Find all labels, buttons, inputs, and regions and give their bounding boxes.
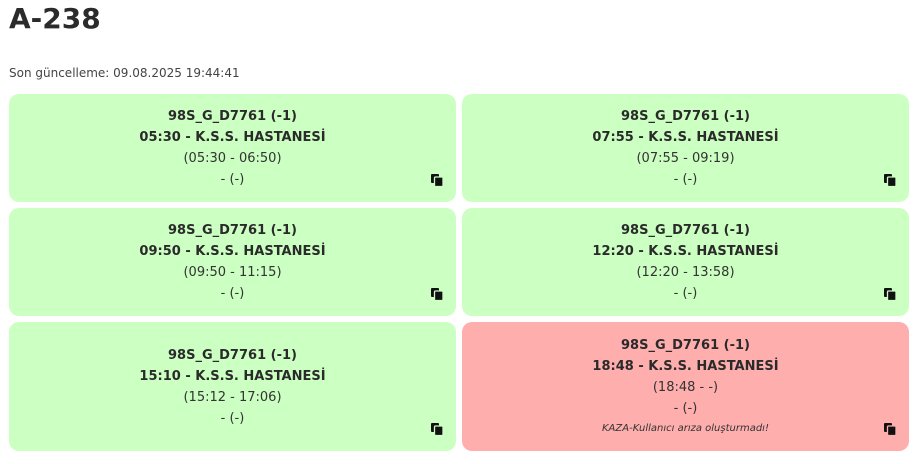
incident-note: KAZA-Kullanıcı arıza oluşturmadı! [602,422,769,434]
trip-extra: - (-) [220,410,245,426]
time-range: (18:48 - -) [652,379,719,395]
trip-extra: - (-) [673,286,698,301]
page-title: A-238 [9,2,101,35]
time-range: (07:55 - 09:19) [636,151,735,166]
last-updated: Son güncelleme: 09.08.2025 19:44:41 [9,66,240,80]
departure-stop: 07:55 - K.S.S. HASTANESİ [592,130,779,145]
trip-card: 98S_G_D7761 (-1) 09:50 - K.S.S. HASTANES… [9,208,456,316]
time-range: (15:12 - 17:06) [183,389,282,405]
trip-card-alert: 98S_G_D7761 (-1) 18:48 - K.S.S. HASTANES… [462,322,909,451]
copy-icon[interactable] [430,172,444,188]
copy-icon[interactable] [883,172,897,188]
trip-extra: - (-) [673,400,698,416]
route-code: 98S_G_D7761 (-1) [621,223,750,238]
departure-stop: 12:20 - K.S.S. HASTANESİ [592,244,779,259]
route-code: 98S_G_D7761 (-1) [168,223,297,238]
trip-card: 98S_G_D7761 (-1) 15:10 - K.S.S. HASTANES… [9,322,456,451]
copy-icon[interactable] [430,421,444,437]
departure-stop: 09:50 - K.S.S. HASTANESİ [139,244,326,259]
route-code: 98S_G_D7761 (-1) [168,109,297,124]
copy-icon[interactable] [883,286,897,302]
departure-stop: 15:10 - K.S.S. HASTANESİ [139,368,326,384]
copy-icon[interactable] [430,286,444,302]
time-range: (09:50 - 11:15) [183,265,282,280]
trip-card: 98S_G_D7761 (-1) 05:30 - K.S.S. HASTANES… [9,94,456,202]
trip-card: 98S_G_D7761 (-1) 12:20 - K.S.S. HASTANES… [462,208,909,316]
trip-extra: - (-) [220,286,245,301]
trip-card: 98S_G_D7761 (-1) 07:55 - K.S.S. HASTANES… [462,94,909,202]
departure-stop: 18:48 - K.S.S. HASTANESİ [592,358,779,374]
route-code: 98S_G_D7761 (-1) [621,337,750,353]
route-code: 98S_G_D7761 (-1) [168,347,297,363]
departure-stop: 05:30 - K.S.S. HASTANESİ [139,130,326,145]
time-range: (05:30 - 06:50) [183,151,282,166]
trip-extra: - (-) [673,172,698,187]
route-code: 98S_G_D7761 (-1) [621,109,750,124]
time-range: (12:20 - 13:58) [636,265,735,280]
copy-icon[interactable] [883,421,897,437]
trip-extra: - (-) [220,172,245,187]
trip-grid: 98S_G_D7761 (-1) 05:30 - K.S.S. HASTANES… [9,94,909,451]
